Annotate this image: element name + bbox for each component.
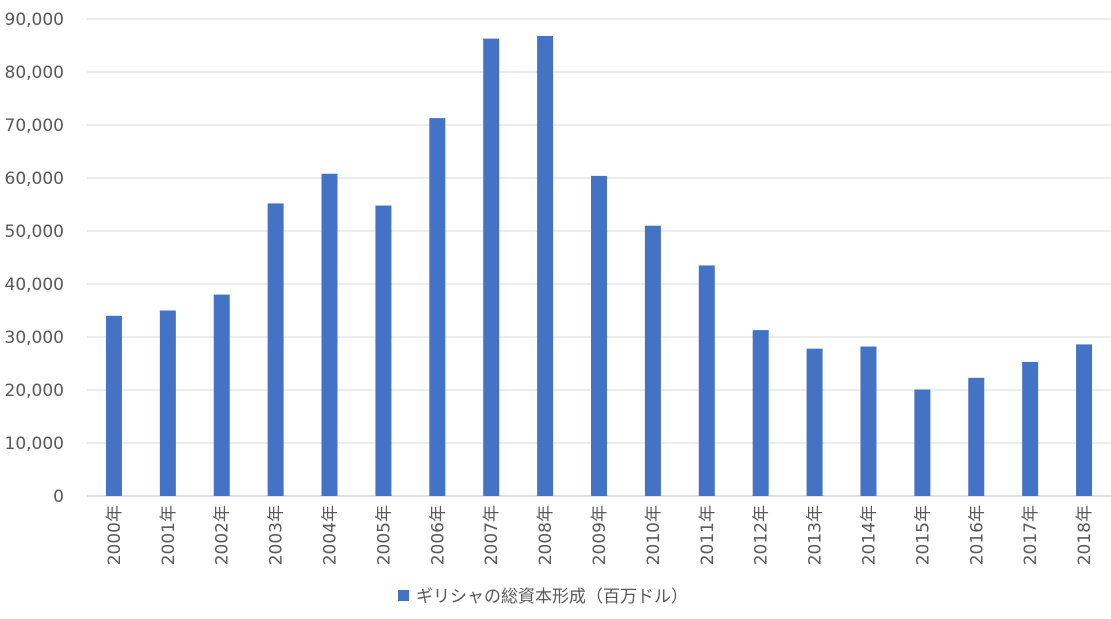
- x-tick-label: 2017年: [1021, 505, 1041, 565]
- y-tick-label: 10,000: [5, 434, 64, 454]
- y-tick-label: 20,000: [5, 381, 64, 401]
- x-tick-label: 2010年: [644, 505, 664, 565]
- x-tick-label: 2018年: [1075, 505, 1095, 565]
- x-tick-label: 2015年: [913, 505, 933, 565]
- bar: [752, 330, 769, 496]
- bar: [537, 35, 554, 497]
- y-tick-label: 70,000: [5, 116, 64, 136]
- bar: [321, 173, 338, 496]
- bar: [860, 346, 877, 496]
- bar: [159, 310, 176, 496]
- bar: [483, 38, 500, 497]
- x-tick-label: 2011年: [698, 505, 718, 565]
- bar: [1076, 344, 1093, 496]
- x-tick-label: 2004年: [321, 505, 341, 565]
- legend-swatch: [398, 590, 409, 601]
- y-tick-label: 30,000: [5, 328, 64, 348]
- x-tick-label: 2008年: [536, 505, 556, 565]
- y-tick-label: 40,000: [5, 275, 64, 295]
- bar: [267, 203, 284, 496]
- x-tick-label: 2007年: [482, 505, 502, 565]
- x-axis-tick-labels: 2000年 2001年 2002年 2003年 2004年 2005年 2006年 2007年…: [105, 505, 1095, 565]
- legend-label: ギリシャの総資本形成（百万ドル）: [416, 587, 688, 607]
- x-tick-label: 2002年: [213, 505, 233, 565]
- x-tick-label: 2003年: [267, 505, 287, 565]
- bar: [105, 315, 122, 496]
- legend: ギリシャの総資本形成（百万ドル）: [398, 587, 688, 607]
- x-tick-label: 2009年: [590, 505, 610, 565]
- bar: [698, 265, 715, 496]
- x-tick-label: 2005年: [374, 505, 394, 565]
- bar: [429, 118, 446, 497]
- x-tick-label: 2001年: [159, 505, 179, 565]
- y-axis-tick-labels: 0 10,000 20,000 30,000 40,000 50,000 60,000 70,…: [5, 10, 64, 507]
- x-tick-label: 2006年: [428, 505, 448, 565]
- bar: [644, 225, 661, 496]
- bar: [375, 205, 392, 496]
- x-tick-label: 2014年: [859, 505, 879, 565]
- bar: [968, 377, 985, 496]
- x-tick-label: 2012年: [752, 505, 772, 565]
- x-tick-label: 2016年: [967, 505, 987, 565]
- bar: [213, 294, 230, 496]
- bar: [591, 175, 607, 496]
- y-tick-label: 60,000: [5, 169, 64, 189]
- bar: [914, 389, 931, 496]
- y-tick-label: 80,000: [5, 63, 64, 83]
- x-tick-label: 2000年: [105, 505, 125, 565]
- y-tick-label: 0: [53, 487, 64, 507]
- bar-series: [105, 35, 1093, 497]
- x-tick-label: 2013年: [806, 505, 826, 565]
- bar: [1022, 361, 1039, 496]
- bar: [806, 348, 823, 496]
- y-tick-label: 50,000: [5, 222, 64, 242]
- y-tick-label: 90,000: [5, 10, 64, 30]
